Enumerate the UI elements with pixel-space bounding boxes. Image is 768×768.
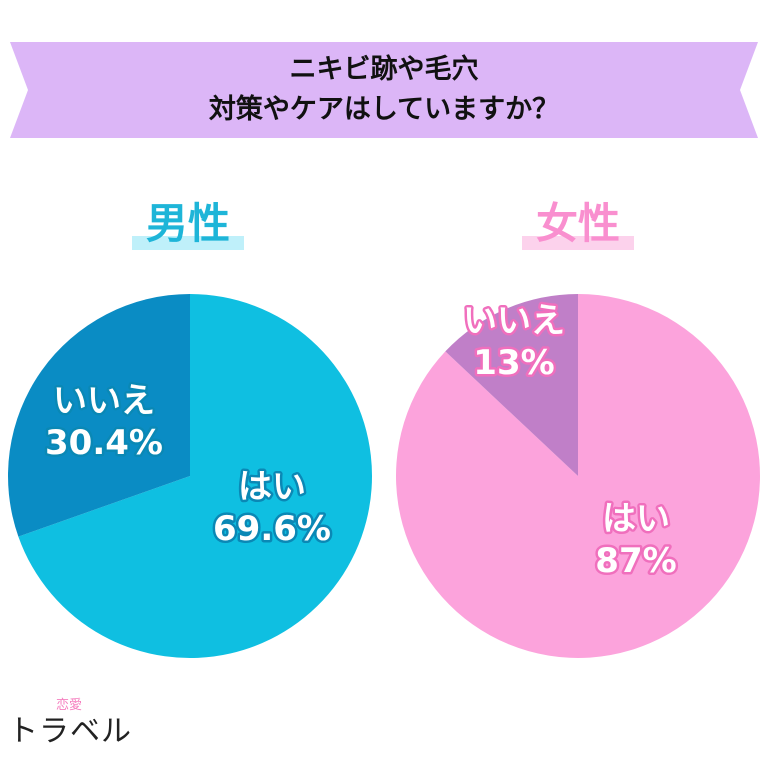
chart-title-line-2: 対策やケアはしていますか？ (208, 94, 560, 125)
female-chart-title: 女性 (522, 196, 634, 252)
male-slice-yes (18, 294, 372, 658)
brand-logo: 恋愛 トラベル (8, 694, 148, 754)
female-label-no: いいえ 13% (463, 301, 565, 383)
female-chart-title-text: 女性 (535, 199, 620, 248)
title-banner-ribbon (10, 42, 758, 138)
male-label-no: いいえ 30.4% (45, 381, 163, 463)
title-banner: ニキビ跡や毛穴 対策やケアはしていますか？ (0, 38, 768, 142)
male-slice-no (7, 294, 191, 537)
male-chart-title: 男性 (132, 196, 244, 252)
chart-title: ニキビ跡や毛穴 対策やケアはしていますか？ (0, 38, 768, 142)
female-label-yes: はい 87% (595, 499, 676, 581)
chart-title-line-1: ニキビ跡や毛穴 (289, 54, 479, 85)
logo-main-text: トラベル (8, 714, 132, 749)
female-slice-yes (395, 294, 760, 658)
male-chart-title-text: 男性 (145, 199, 230, 248)
title-banner-shape (10, 42, 758, 138)
male-title-highlight (132, 236, 244, 250)
female-slice-no (445, 294, 578, 476)
male-pie-chart: はい 69.6% いいえ 30.4% (7, 294, 372, 658)
female-title-highlight (522, 236, 634, 250)
logo-small-text: 恋愛 (56, 698, 83, 713)
female-pie-chart: はい 87% いいえ 13% (395, 294, 760, 658)
male-label-yes: はい 69.6% (213, 467, 331, 549)
